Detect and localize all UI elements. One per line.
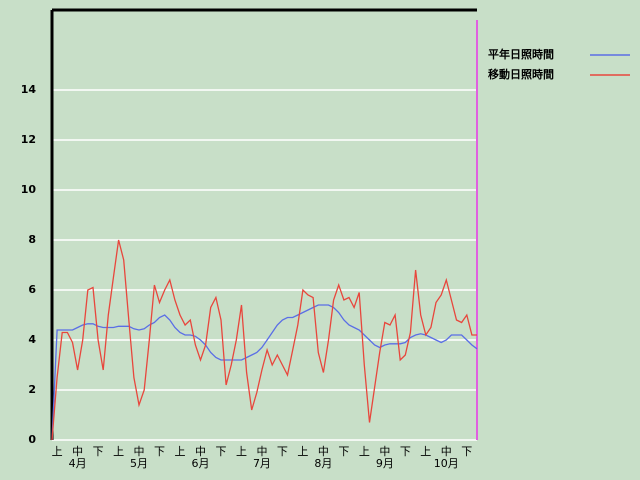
x-tick-label: 下 <box>215 445 226 458</box>
x-tick-label: 上 <box>297 445 308 458</box>
y-tick-label: 0 <box>28 433 36 446</box>
month-label: 6月 <box>191 457 209 470</box>
y-tick-label: 8 <box>28 233 36 246</box>
x-tick-label: 下 <box>93 445 104 458</box>
x-tick-label: 中 <box>134 445 145 458</box>
x-tick-label: 上 <box>420 445 431 458</box>
y-tick-label: 10 <box>21 183 37 196</box>
month-label: 9月 <box>376 457 394 470</box>
x-tick-label: 中 <box>72 445 83 458</box>
x-tick-label: 下 <box>338 445 349 458</box>
x-tick-label: 中 <box>379 445 390 458</box>
x-tick-label: 上 <box>359 445 370 458</box>
month-label: 5月 <box>130 457 148 470</box>
month-label: 4月 <box>69 457 87 470</box>
x-tick-label: 上 <box>175 445 186 458</box>
x-tick-label: 下 <box>154 445 165 458</box>
x-tick-label: 中 <box>195 445 206 458</box>
month-label: 8月 <box>314 457 332 470</box>
x-tick-label: 下 <box>400 445 411 458</box>
legend-label: 平年日照時間 <box>488 47 554 61</box>
x-tick-label: 上 <box>52 445 63 458</box>
x-tick-label: 上 <box>236 445 247 458</box>
series-line <box>51 304 478 441</box>
y-tick-label: 2 <box>28 383 36 396</box>
legend-label: 移動日照時間 <box>488 67 554 81</box>
x-tick-label: 中 <box>318 445 329 458</box>
y-tick-label: 14 <box>21 83 37 96</box>
x-tick-label: 下 <box>461 445 472 458</box>
x-tick-label: 中 <box>441 445 452 458</box>
y-tick-label: 4 <box>28 333 36 346</box>
series-line <box>51 239 477 441</box>
x-tick-label: 中 <box>256 445 267 458</box>
x-tick-label: 上 <box>113 445 124 458</box>
x-tick-label: 下 <box>277 445 288 458</box>
y-tick-label: 6 <box>28 283 36 296</box>
y-tick-label: 12 <box>21 133 36 146</box>
month-label: 7月 <box>253 457 271 470</box>
month-label: 10月 <box>434 457 459 470</box>
